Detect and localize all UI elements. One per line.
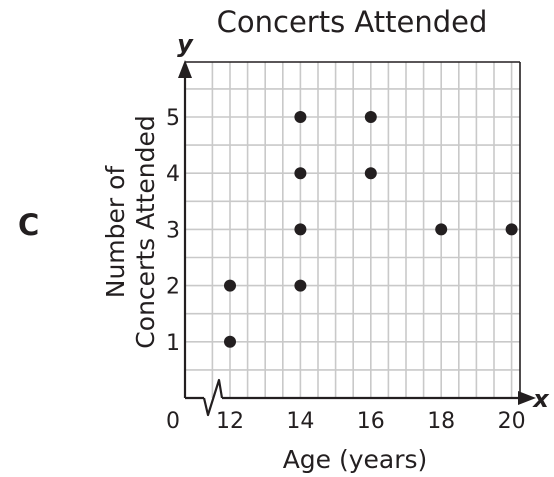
y-tick-label: 1	[166, 331, 180, 356]
x-origin-label: 0	[166, 409, 180, 434]
data-points	[224, 111, 518, 348]
data-point	[294, 167, 307, 180]
y-axis-label-group: Number of Concerts Attended	[101, 115, 160, 348]
y-tick-label: 5	[166, 106, 180, 131]
x-tick-label: 14	[286, 409, 314, 434]
chart-title: Concerts Attended	[217, 5, 488, 39]
x-tick-label: 18	[427, 409, 455, 434]
y-axis-label-line-2: Concerts Attended	[131, 115, 160, 348]
panel-letter: C	[18, 208, 40, 242]
x-axis-symbol: x	[532, 385, 550, 413]
data-point	[294, 111, 307, 123]
data-point	[294, 279, 307, 292]
y-axis-label-line-1: Number of	[101, 165, 130, 299]
x-tick-label: 16	[357, 409, 385, 434]
data-point	[224, 279, 236, 292]
y-tick-label: 4	[166, 162, 180, 187]
data-point	[505, 223, 518, 236]
axes	[178, 60, 536, 417]
data-point	[294, 223, 307, 236]
data-point	[435, 223, 448, 236]
y-axis-symbol: y	[177, 30, 194, 58]
x-tick-label: 20	[498, 409, 526, 434]
x-axis-arrow	[518, 391, 536, 405]
grid	[185, 61, 521, 398]
data-point	[364, 167, 377, 180]
y-tick-label: 2	[166, 275, 180, 300]
y-axis-arrow	[178, 60, 192, 78]
x-tick-label: 12	[216, 409, 244, 434]
y-tick-label: 3	[166, 218, 180, 243]
x-axis-label: Age (years)	[283, 445, 428, 474]
data-point	[224, 335, 236, 348]
data-point	[364, 111, 377, 123]
x-axis-break	[202, 378, 224, 417]
